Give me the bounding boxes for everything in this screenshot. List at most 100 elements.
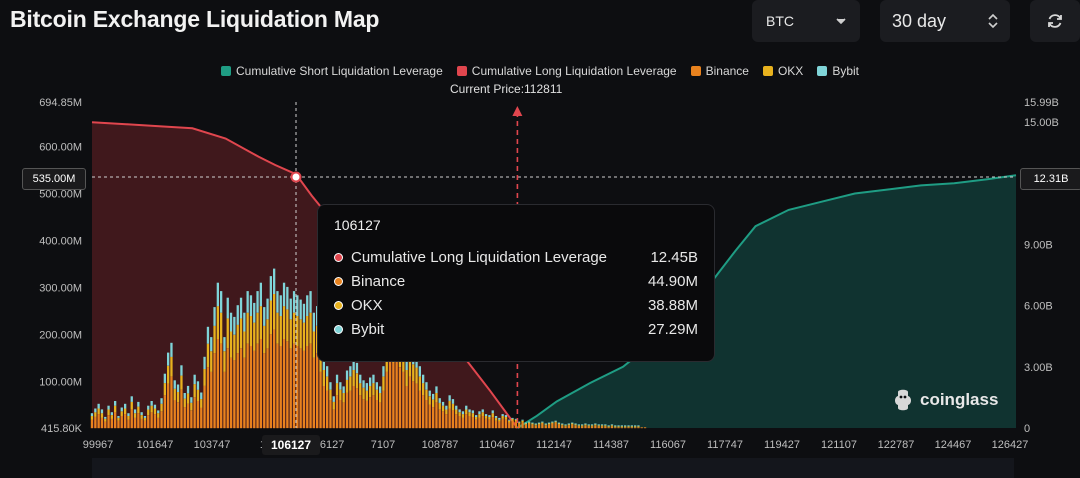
bar-binance bbox=[408, 376, 412, 429]
bar-okx bbox=[110, 415, 113, 419]
bar-okx bbox=[574, 424, 577, 426]
bar-okx bbox=[564, 425, 567, 427]
bar-bybit bbox=[133, 409, 137, 414]
bar-bybit bbox=[607, 425, 610, 427]
bar-binance bbox=[216, 339, 219, 429]
bar-binance bbox=[365, 401, 368, 429]
bar-binance bbox=[465, 414, 468, 429]
bar-binance bbox=[475, 419, 478, 429]
coin-select[interactable]: BTC bbox=[752, 0, 860, 42]
x-tick-label: 119427 bbox=[764, 439, 800, 451]
bar-binance bbox=[614, 427, 617, 429]
bar-binance bbox=[176, 402, 180, 429]
bar-binance bbox=[468, 416, 471, 429]
legend-swatch bbox=[762, 66, 773, 76]
bar-bybit bbox=[239, 297, 243, 319]
legend-item-short[interactable]: Cumulative Short Liquidation Leverage bbox=[220, 64, 443, 78]
bar-binance bbox=[392, 362, 395, 429]
bar-okx bbox=[627, 426, 630, 428]
bar-binance bbox=[160, 411, 163, 429]
bar-bybit bbox=[405, 358, 408, 370]
bar-bybit bbox=[372, 374, 375, 384]
bar-okx bbox=[176, 392, 180, 403]
bar-bybit bbox=[554, 420, 557, 422]
bar-binance bbox=[478, 417, 481, 429]
legend-item-bybit[interactable]: Bybit bbox=[817, 64, 859, 78]
bar-binance bbox=[491, 416, 494, 429]
bar-binance bbox=[100, 417, 104, 429]
bar-okx bbox=[620, 426, 623, 428]
bar-bybit bbox=[501, 414, 504, 416]
bar-okx bbox=[428, 396, 431, 405]
stepper-icon bbox=[988, 13, 998, 29]
bar-bybit bbox=[326, 366, 329, 377]
bar-binance bbox=[243, 357, 246, 429]
legend-item-binance[interactable]: Binance bbox=[690, 64, 749, 78]
bar-okx bbox=[544, 424, 547, 426]
bar-binance bbox=[534, 425, 537, 429]
bar-bybit bbox=[524, 422, 527, 424]
bar-binance bbox=[127, 419, 130, 429]
bar-bybit bbox=[256, 291, 259, 313]
bar-binance bbox=[114, 412, 117, 429]
bar-okx bbox=[322, 370, 325, 386]
bar-okx bbox=[501, 416, 504, 419]
bar-binance bbox=[203, 385, 206, 429]
bar-binance bbox=[259, 339, 262, 429]
bar-bybit bbox=[140, 412, 143, 415]
bar-binance bbox=[412, 381, 415, 429]
bar-okx bbox=[375, 389, 378, 400]
bar-okx bbox=[448, 401, 451, 409]
bar-bybit bbox=[445, 405, 448, 410]
bar-binance bbox=[233, 360, 236, 429]
bar-okx bbox=[127, 416, 130, 420]
coinglass-watermark: coinglass bbox=[892, 388, 998, 412]
tooltip-row-value: 12.45B bbox=[650, 248, 698, 266]
bar-bybit bbox=[604, 424, 607, 426]
bar-bybit bbox=[335, 374, 339, 384]
bar-bybit bbox=[537, 422, 541, 424]
bar-bybit bbox=[193, 374, 196, 385]
bar-binance bbox=[521, 422, 524, 429]
bar-okx bbox=[481, 412, 484, 416]
bar-bybit bbox=[216, 282, 219, 307]
bar-okx bbox=[405, 370, 408, 386]
bar-okx bbox=[531, 423, 534, 425]
bar-okx bbox=[289, 319, 292, 349]
bar-bybit bbox=[339, 382, 342, 390]
range-select[interactable]: 30 day bbox=[880, 0, 1010, 42]
bar-okx bbox=[286, 309, 289, 342]
bar-binance bbox=[90, 419, 94, 429]
refresh-button[interactable] bbox=[1030, 0, 1080, 42]
bar-bybit bbox=[345, 370, 349, 380]
bar-binance bbox=[484, 418, 488, 429]
legend-label: Binance bbox=[705, 64, 749, 78]
bar-binance bbox=[362, 399, 365, 429]
bar-bybit bbox=[359, 374, 362, 384]
legend-item-okx[interactable]: OKX bbox=[762, 64, 803, 78]
legend-label: Bybit bbox=[832, 64, 859, 78]
bar-binance bbox=[140, 418, 143, 429]
bar-binance bbox=[309, 343, 312, 429]
legend-item-long[interactable]: Cumulative Long Liquidation Leverage bbox=[456, 64, 677, 78]
bar-okx bbox=[554, 421, 557, 423]
bar-binance bbox=[193, 397, 196, 429]
bar-okx bbox=[120, 411, 123, 416]
bar-okx bbox=[524, 423, 527, 425]
bar-bybit bbox=[458, 409, 461, 413]
tooltip-row: Binance 44.90M bbox=[334, 269, 698, 293]
bar-bybit bbox=[160, 398, 163, 404]
tooltip-row-label: Bybit bbox=[351, 320, 385, 338]
bar-bybit bbox=[547, 422, 551, 424]
bar-okx bbox=[233, 334, 236, 361]
bar-bybit bbox=[309, 291, 312, 313]
bar-bybit bbox=[100, 409, 104, 414]
bar-okx bbox=[557, 423, 561, 425]
bar-bybit bbox=[349, 366, 352, 377]
bar-okx bbox=[97, 408, 100, 415]
bar-bybit bbox=[478, 411, 481, 415]
zoom-scrollbar[interactable] bbox=[92, 458, 1014, 478]
bar-binance bbox=[342, 402, 345, 429]
bar-bybit bbox=[418, 366, 421, 377]
bar-okx bbox=[455, 409, 458, 415]
